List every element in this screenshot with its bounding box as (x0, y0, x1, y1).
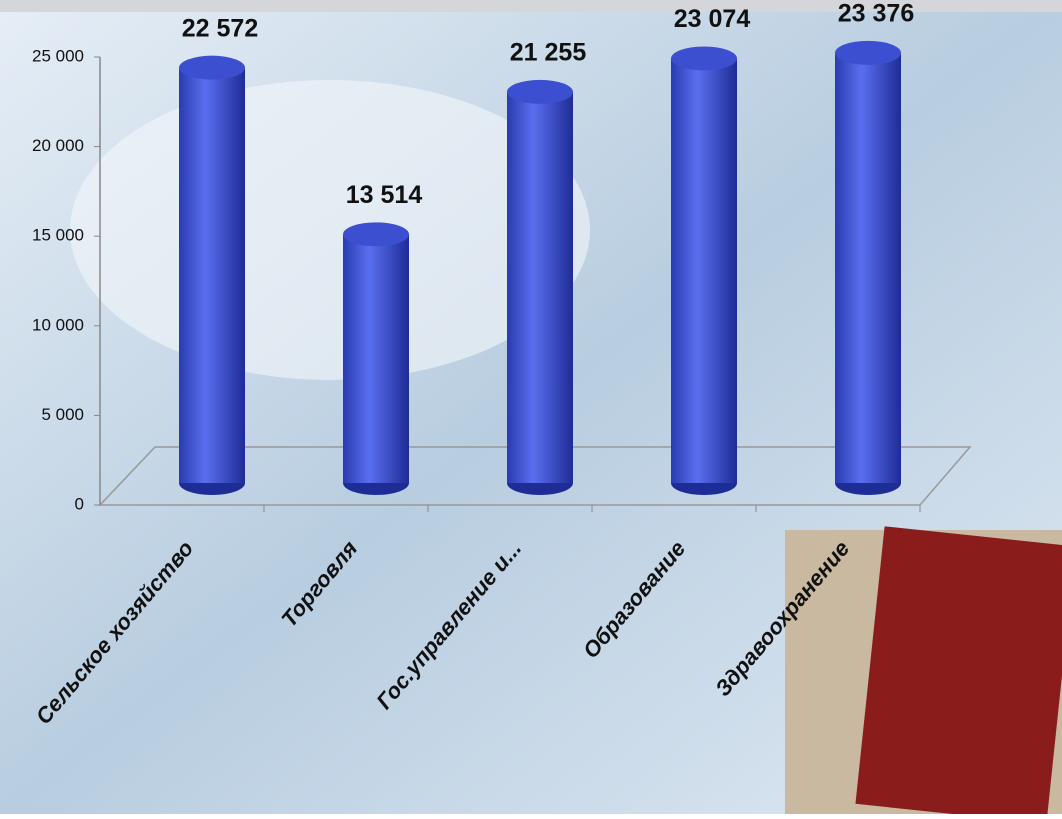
value-label: 23 074 (674, 5, 751, 33)
y-tick-label: 0 (75, 494, 84, 513)
floor (98, 446, 972, 506)
bar (507, 91, 573, 484)
bar-top (343, 222, 409, 247)
bar-top (835, 40, 901, 65)
bar (671, 58, 737, 483)
y-tick-label: 10 000 (32, 315, 84, 334)
value-label: 23 376 (838, 0, 914, 27)
y-tick-label: 5 000 (41, 405, 84, 424)
y-tick-label: 15 000 (32, 226, 84, 245)
top-bar (0, 0, 1062, 12)
bar (835, 52, 901, 484)
bar-top (671, 46, 737, 71)
bar (179, 67, 245, 483)
passport (855, 526, 1062, 819)
value-label: 22 572 (182, 14, 258, 42)
bar-top (179, 55, 245, 80)
value-label: 13 514 (346, 181, 423, 209)
bar (343, 234, 409, 483)
value-label: 21 255 (510, 39, 587, 67)
bar-top (507, 79, 573, 104)
y-tick-label: 25 000 (32, 46, 84, 65)
y-tick-label: 20 000 (32, 136, 84, 155)
